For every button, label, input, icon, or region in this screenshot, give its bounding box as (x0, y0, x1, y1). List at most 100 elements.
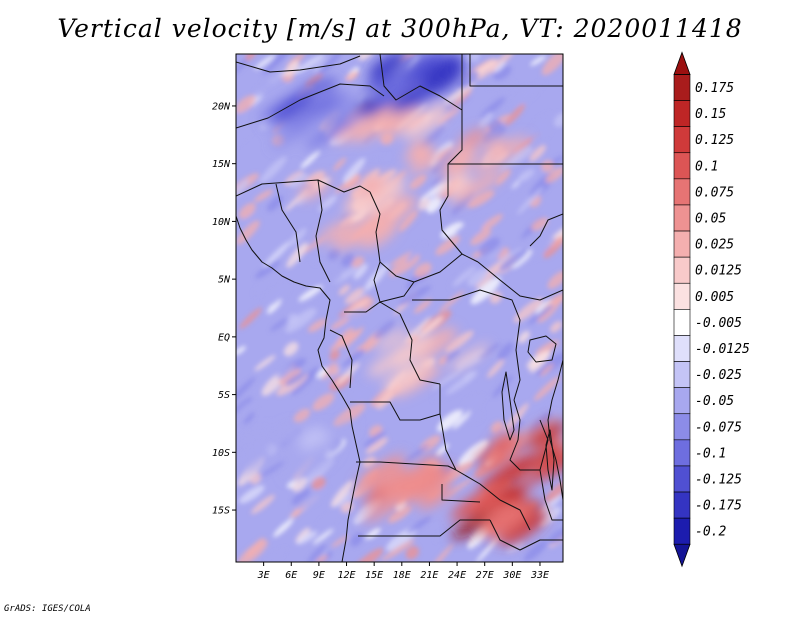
field-feature-sinking (421, 61, 465, 94)
field-feature-rising (404, 472, 454, 504)
field-feature-rising (497, 458, 541, 486)
field-speckle (470, 277, 501, 305)
field-speckle (285, 372, 307, 386)
field-speckle (358, 54, 374, 61)
colorbar-swatch (673, 100, 691, 127)
country-borders (236, 54, 563, 562)
field-feature-rising (374, 328, 409, 351)
field-speckle (376, 390, 394, 410)
colorbar-swatch (673, 74, 691, 101)
lon-tick-label: 24E (448, 570, 466, 581)
field-speckle (356, 85, 380, 105)
field-speckle (541, 160, 554, 173)
field-speckle (402, 444, 430, 465)
colorbar-label: -0.05 (695, 394, 734, 409)
field-speckle (418, 197, 431, 211)
colorbar-swatch (673, 256, 691, 284)
lat-tick-label: 5S (218, 390, 230, 401)
lat-tick-label: 15N (212, 159, 231, 170)
field-speckle (236, 376, 256, 404)
field-speckle (304, 73, 324, 88)
field-feature-rising (334, 108, 384, 143)
field-speckle (298, 285, 323, 302)
colorbar-swatch (673, 152, 691, 180)
field-feature-rising (483, 136, 505, 153)
field-speckle (467, 268, 488, 287)
border-segment (441, 484, 481, 503)
field-speckle (505, 103, 526, 126)
colorbar-swatch (673, 491, 691, 519)
colorbar-swatch (673, 439, 691, 467)
colorbar-swatch (673, 282, 691, 310)
border-segment (350, 401, 441, 421)
field-speckle (330, 480, 354, 508)
field-speckle (414, 262, 432, 278)
field-speckle (324, 274, 342, 286)
field-speckle (388, 505, 412, 523)
colorbar-swatch (673, 335, 691, 362)
border-segment (539, 419, 563, 521)
field-speckle (531, 217, 549, 231)
field-speckle (254, 74, 283, 97)
colorbar-label: 0.15 (695, 107, 726, 122)
field-speckle (530, 125, 552, 143)
field-feature-rising (367, 460, 406, 491)
field-speckle (502, 82, 515, 92)
field-speckle (543, 236, 563, 259)
field-speckle (276, 365, 295, 380)
colorbar-label: -0.2 (695, 525, 726, 540)
field-speckle (445, 349, 460, 362)
field-speckle (478, 112, 493, 129)
field-speckle (236, 103, 258, 119)
coastline-east-africa (547, 359, 563, 501)
lon-tick-label: 33E (530, 570, 549, 581)
field-feature-rising (451, 169, 505, 205)
colorbar-label: -0.125 (695, 473, 742, 488)
field-speckle (439, 290, 465, 313)
colorbar-label: 0.0125 (695, 264, 742, 279)
field-speckle (311, 476, 326, 490)
field-speckle (352, 380, 377, 401)
colorbar-swatch (673, 361, 691, 388)
field-speckle (365, 527, 381, 540)
field-speckle (533, 376, 561, 401)
field-feature-rising (361, 175, 383, 197)
chart-title: Vertical velocity [m/s] at 300hPa, VT: 2… (57, 14, 743, 43)
field-speckle (345, 70, 359, 82)
field-feature-rising (401, 104, 451, 139)
field-speckle (285, 60, 300, 77)
lat-tick-label: 20N (212, 101, 231, 112)
field-speckle (333, 403, 366, 427)
field-feature-rising (480, 500, 523, 532)
colorbar-label: -0.1 (695, 446, 726, 461)
border-segment (315, 179, 331, 283)
field-speckle (494, 61, 506, 73)
field-speckle (329, 329, 362, 352)
field-speckle (498, 248, 529, 272)
field-speckle (307, 318, 328, 333)
field-speckle (398, 285, 432, 306)
field-feature-sinking (243, 440, 276, 464)
field-speckle (426, 197, 442, 214)
border-segment (356, 461, 457, 471)
field-speckle (475, 262, 502, 289)
field-speckle (317, 511, 340, 529)
border-segment (344, 301, 441, 385)
field-speckle (327, 248, 340, 261)
border-segment (439, 110, 479, 263)
field-speckle (300, 150, 321, 169)
border-segment (455, 469, 531, 531)
field-speckle (488, 119, 502, 132)
field-speckle (406, 243, 424, 263)
field-feature-sinking (284, 441, 338, 479)
field-feature-rising (448, 144, 477, 168)
colorbar-swatch (673, 230, 691, 258)
lon-tick-label: 15E (365, 570, 383, 581)
field-feature-sinking (364, 71, 395, 92)
field-speckle (440, 222, 464, 239)
border-segment (477, 261, 563, 301)
border-segment (236, 179, 381, 303)
field-speckle (342, 158, 366, 184)
colorbar-swatch (673, 178, 691, 206)
